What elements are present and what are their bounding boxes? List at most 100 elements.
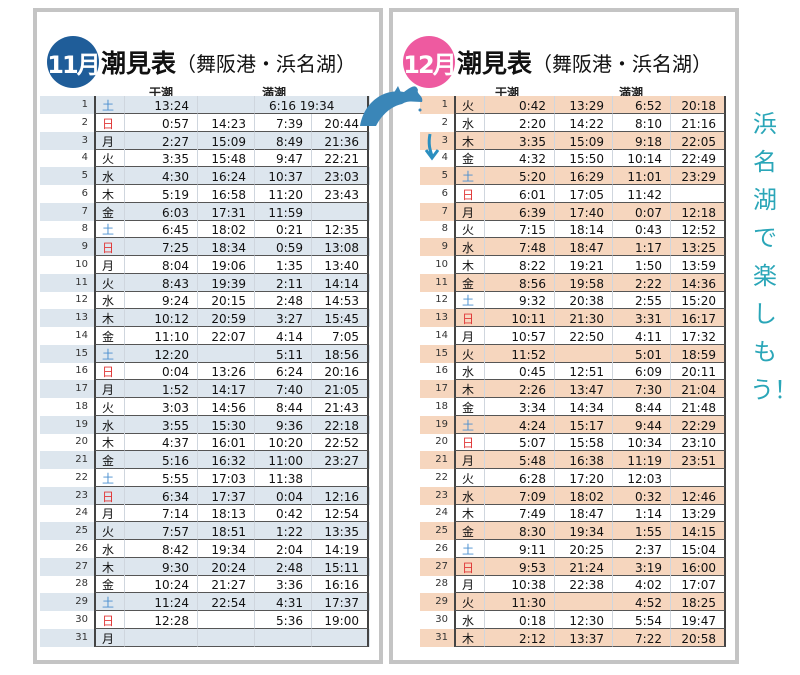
low-tide-2-cell: 21:24 [554,557,612,576]
high-tide-1-cell: 2:48 [254,291,311,310]
high-tide-1-cell: 11:38 [254,468,311,487]
low-tide-1-cell: 9:32 [484,291,554,310]
table-row: 25 金 8:30 19:34 1:55 14:15 [420,522,726,540]
low-tide-1-cell: 0:18 [484,610,554,629]
table-row: 29 火 11:30 4:52 18:25 [420,593,726,611]
high-tide-1-cell: 11:01 [612,167,670,185]
low-tide-2-cell: 18:14 [554,220,612,239]
high-tide-1-cell: 4:52 [612,593,670,611]
month-badge: 11月 [47,36,101,88]
low-tide-2-cell: 20:24 [197,557,254,576]
table-row: 15 土 12:20 5:11 18:56 [40,344,370,363]
high-tide-1-cell: 1:50 [612,255,670,274]
high-tide-1-cell: 2:55 [612,291,670,310]
day-number: 27 [75,560,88,572]
low-tide-2-cell: 16:01 [197,433,254,452]
high-tide-2-cell: 12:35 [311,220,369,239]
table-row: 12 水 9:24 20:15 2:48 14:53 [40,291,370,310]
high-tide-1-cell [254,628,311,647]
low-tide-1-cell: 2:26 [484,380,554,398]
high-tide-1-cell: 3:27 [254,309,311,327]
table-row: 19 水 3:55 15:30 9:36 22:18 [40,415,370,434]
low-tide-1-cell: 5:19 [124,184,197,203]
high-tide-2-cell: 14:53 [311,291,369,310]
high-tide-1-cell: 11:19 [612,451,670,469]
low-tide-1-cell: 3:34 [484,397,554,416]
low-tide-2-cell: 16:24 [197,167,254,185]
table-row: 24 月 7:14 18:13 0:42 12:54 [40,504,370,523]
high-tide-2-cell: 16:16 [311,575,369,594]
weekday-cell: 日 [94,113,124,132]
weekday-cell: 水 [94,539,124,558]
weekday-cell: 金 [94,202,124,221]
day-number: 6 [441,187,448,199]
low-tide-2-cell: 15:17 [554,415,612,434]
november-tide-panel: 11月 潮見表 （舞阪港・浜名湖） 干潮 満潮 1 土 13:24 6:16 19:3… [33,8,383,664]
low-tide-2-cell: 20:25 [554,539,612,558]
table-row: 30 日 12:28 5:36 19:00 [40,610,370,629]
december-tide-panel: 12月 潮見表 （舞阪港・浜名湖） 干潮 満潮 1 火 0:42 13:29 6:52 2… [389,8,739,664]
high-tide-2-cell: 13:25 [670,238,726,256]
table-row: 6 日 6:01 17:05 11:42 [420,184,726,203]
low-tide-2-cell: 19:06 [197,255,254,274]
day-number: 4 [441,152,448,164]
day-number: 29 [75,596,88,607]
high-tide-2-cell [311,628,369,647]
high-tide-2-cell: 14:14 [311,273,369,292]
low-tide-2-cell: 19:34 [197,539,254,558]
weekday-cell: 日 [454,184,484,203]
table-row: 19 土 4:24 15:17 9:44 22:29 [420,415,726,434]
arrow-down-icon [424,133,440,161]
high-tide-1-cell: 5:01 [612,344,670,363]
high-tide-1-cell: 11:20 [254,184,311,203]
high-tide-2-cell: 18:59 [670,344,726,363]
low-tide-1-cell: 0:42 [484,96,554,114]
table-row: 8 土 6:45 18:02 0:21 12:35 [40,220,370,239]
table-row: 24 木 7:49 18:47 1:14 13:29 [420,504,726,523]
high-tide-2-cell: 13:35 [311,522,369,540]
high-tide-2-cell: 19:00 [311,610,369,629]
low-tide-1-cell: 10:12 [124,309,197,327]
low-tide-2-cell: 15:09 [554,131,612,150]
day-number: 30 [75,613,88,625]
weekday-cell: 日 [94,362,124,381]
high-tide-1-cell: 3:31 [612,309,670,327]
high-tide-1-cell: 2:48 [254,557,311,576]
table-row: 9 日 7:25 18:34 0:59 13:08 [40,238,370,256]
low-tide-1-cell: 0:04 [124,362,197,381]
high-tide-1-cell: 11:59 [254,202,311,221]
day-number: 1 [81,99,88,110]
high-tide-1-cell: 6:16 19:34 [254,96,369,114]
low-tide-1-cell: 13:24 [124,96,197,114]
high-tide-1-cell: 11:00 [254,451,311,469]
low-tide-2-cell: 18:51 [197,522,254,540]
low-tide-1-cell: 5:07 [484,433,554,452]
day-number: 10 [435,258,448,270]
weekday-cell: 金 [94,451,124,469]
weekday-cell: 土 [454,415,484,434]
high-tide-1-cell: 0:21 [254,220,311,239]
low-tide-2-cell: 18:13 [197,504,254,523]
low-tide-1-cell: 6:01 [484,184,554,203]
weekday-cell: 金 [454,273,484,292]
day-number: 6 [81,187,88,199]
low-tide-2-cell: 14:34 [554,397,612,416]
low-tide-2-cell: 16:32 [197,451,254,469]
low-tide-2-cell: 19:21 [554,255,612,274]
table-row: 29 土 11:24 22:54 4:31 17:37 [40,593,370,611]
table-row: 28 月 10:38 22:38 4:02 17:07 [420,575,726,594]
low-tide-1-cell: 9:53 [484,557,554,576]
day-number: 19 [75,418,88,430]
low-tide-1-cell: 11:10 [124,326,197,345]
day-number: 27 [435,560,448,572]
low-tide-2-cell: 14:22 [554,113,612,132]
day-number: 11 [75,276,88,288]
weekday-cell: 水 [454,486,484,505]
day-number: 13 [435,312,448,323]
low-tide-1-cell: 8:43 [124,273,197,292]
weekday-cell: 水 [94,415,124,434]
high-tide-1-cell: 4:14 [254,326,311,345]
high-tide-2-cell: 14:19 [311,539,369,558]
high-tide-2-cell: 23:51 [670,451,726,469]
high-tide-1-cell: 2:04 [254,539,311,558]
